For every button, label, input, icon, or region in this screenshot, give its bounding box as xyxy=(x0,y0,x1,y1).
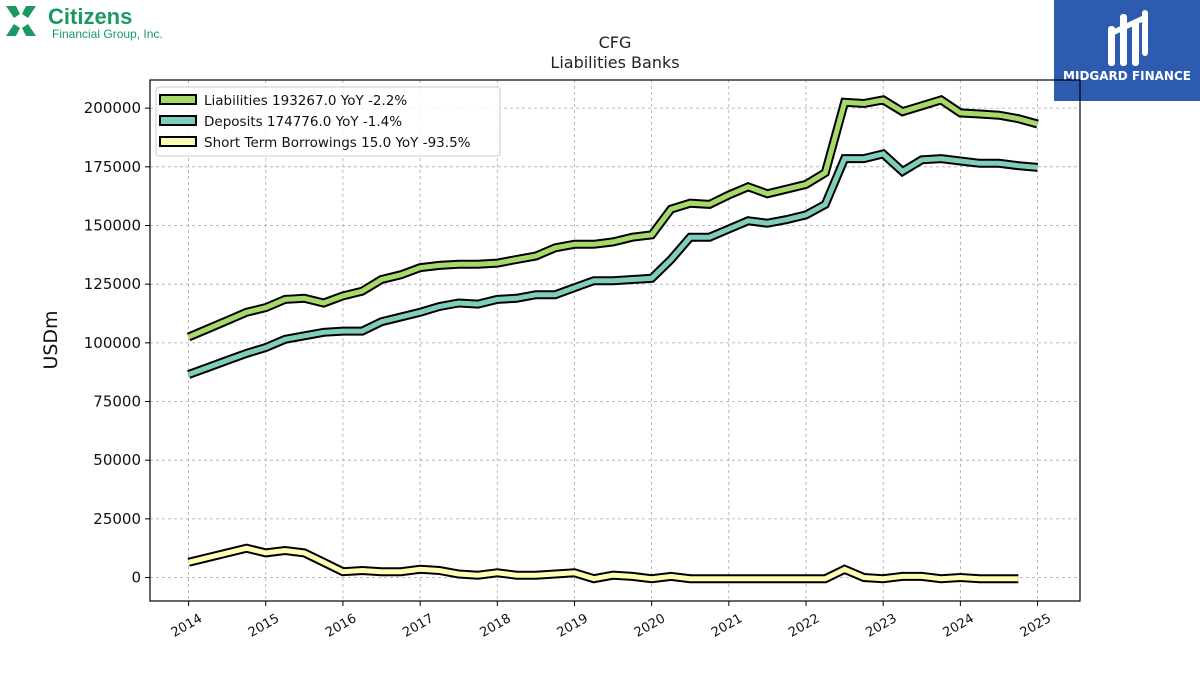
series-layer xyxy=(186,94,1039,584)
y-tick-label: 25000 xyxy=(93,510,141,528)
chart-subtitle: Liabilities Banks xyxy=(550,53,679,72)
legend-box xyxy=(155,86,501,157)
x-tick-label: 2019 xyxy=(555,611,591,641)
y-axis: 0 25000 50000 75000 100000 125000 150000 175000… xyxy=(84,99,150,587)
citizens-logo-sub: Financial Group, Inc. xyxy=(52,27,163,41)
series-outline-2 xyxy=(187,543,1019,584)
x-tick-label: 2018 xyxy=(477,611,513,641)
legend-label-2: Short Term Borrowings 15.0 YoY -93.5% xyxy=(204,135,471,151)
midgard-logo-name: MIDGARD FINANCE xyxy=(1063,69,1191,83)
y-tick-label: 100000 xyxy=(84,334,141,352)
y-tick-label: 50000 xyxy=(93,451,141,469)
legend-swatch-1 xyxy=(159,115,197,126)
chart-title: CFG xyxy=(599,33,632,52)
x-tick-label: 2022 xyxy=(786,611,822,641)
x-tick-label: 2025 xyxy=(1018,611,1054,641)
y-tick-label: 150000 xyxy=(84,217,141,235)
y-tick-label: 175000 xyxy=(84,158,141,176)
x-tick-label: 2024 xyxy=(941,611,977,641)
legend-label-1: Deposits 174776.0 YoY -1.4% xyxy=(204,114,402,130)
x-axis: 2014 2015 2016 2017 2018 2019 2020 2021 2022 2023… xyxy=(169,601,1054,641)
plot-frame xyxy=(149,79,1081,602)
y-tick-label: 200000 xyxy=(84,99,141,117)
legend-label-0: Liabilities 193267.0 YoY -2.2% xyxy=(204,93,407,109)
x-tick-label: 2021 xyxy=(709,611,745,641)
series-line-1 xyxy=(187,151,1038,377)
legend: Liabilities 193267.0 YoY -2.2% Deposits 1… xyxy=(155,86,501,157)
series-line-2 xyxy=(188,545,1019,582)
x-tick-label: 2023 xyxy=(863,611,899,641)
x-tick-label: 2020 xyxy=(632,611,668,641)
midgard-logo-mark xyxy=(1108,10,1148,66)
series-outline-1 xyxy=(187,148,1038,379)
citizens-logo-name: Citizens xyxy=(48,4,132,29)
x-tick-label: 2015 xyxy=(246,611,282,641)
y-axis-label: USDm xyxy=(40,310,62,369)
citizens-logo-mark: Citizens Financial Group, Inc. xyxy=(6,4,163,41)
y-tick-label: 0 xyxy=(131,569,141,587)
citizens-logo: Citizens Financial Group, Inc. xyxy=(4,4,204,44)
legend-swatch-0 xyxy=(159,94,197,105)
series-line-0 xyxy=(187,97,1039,340)
x-tick-label: 2016 xyxy=(323,611,359,641)
y-tick-label: 125000 xyxy=(84,275,141,293)
legend-swatch-2 xyxy=(159,136,197,147)
x-tick-label: 2014 xyxy=(169,611,205,641)
x-tick-label: 2017 xyxy=(400,611,436,641)
midgard-logo: MIDGARD FINANCE xyxy=(1054,0,1200,101)
y-tick-label: 75000 xyxy=(93,393,141,411)
